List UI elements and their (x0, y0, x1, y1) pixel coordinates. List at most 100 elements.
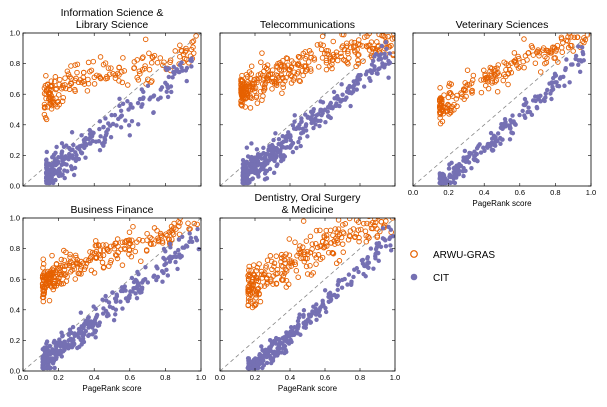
point-arwu-gras (103, 75, 109, 82)
point-cit (246, 365, 251, 371)
point-arwu-gras (351, 39, 358, 46)
point-arwu-gras (271, 78, 277, 84)
point-cit (275, 346, 280, 351)
point-cit (287, 332, 292, 338)
point-arwu-gras (243, 84, 249, 90)
point-cit (299, 116, 304, 121)
point-cit (96, 139, 102, 144)
point-arwu-gras (319, 238, 326, 245)
point-cit (82, 142, 88, 147)
point-cit (170, 75, 175, 80)
point-cit (280, 133, 285, 139)
y-tick-label: 0.0 (10, 367, 20, 376)
point-arwu-gras (500, 77, 507, 84)
point-cit (297, 136, 303, 141)
point-cit (453, 173, 458, 178)
point-arwu-gras (253, 301, 259, 307)
panel-title: Dentistry, Oral Surgery (255, 192, 362, 204)
point-arwu-gras (529, 44, 536, 51)
point-cit (175, 266, 180, 272)
point-cit (180, 245, 185, 250)
point-arwu-gras (63, 278, 70, 284)
x-axis-label: PageRank score (472, 199, 532, 208)
point-cit (114, 292, 119, 297)
panel-title: Business Finance (71, 204, 154, 216)
point-cit (356, 269, 361, 275)
point-arwu-gras (246, 69, 253, 75)
plot-area (413, 33, 591, 186)
point-cit (369, 70, 375, 76)
point-arwu-gras (96, 242, 102, 249)
point-arwu-gras (108, 65, 114, 71)
point-arwu-gras (58, 262, 64, 269)
point-arwu-gras (244, 74, 251, 80)
point-arwu-gras (311, 252, 318, 258)
point-cit (164, 89, 169, 94)
point-arwu-gras (535, 47, 541, 53)
point-arwu-gras (347, 228, 354, 234)
point-arwu-gras (302, 55, 309, 62)
point-arwu-gras (246, 81, 252, 87)
point-cit (319, 107, 324, 113)
point-cit (123, 118, 128, 123)
point-arwu-gras (178, 47, 184, 54)
point-cit (294, 145, 299, 151)
point-arwu-gras (345, 61, 351, 67)
point-arwu-gras (364, 33, 370, 39)
point-cit (482, 148, 487, 154)
point-arwu-gras (149, 60, 155, 66)
legend-label-cit: CIT (433, 273, 449, 284)
point-cit (509, 120, 514, 125)
point-arwu-gras (256, 291, 262, 298)
point-arwu-gras (478, 89, 485, 96)
x-tick-label: 0.4 (479, 188, 489, 197)
point-arwu-gras (478, 77, 484, 83)
point-cit (135, 100, 141, 106)
point-cit (188, 238, 193, 244)
point-cit (555, 83, 560, 89)
point-arwu-gras (40, 265, 46, 271)
point-arwu-gras (49, 252, 55, 259)
point-arwu-gras (141, 65, 148, 72)
point-cit (365, 256, 370, 261)
point-arwu-gras (48, 102, 55, 109)
series-arwu-gras (39, 218, 200, 305)
point-arwu-gras (453, 96, 460, 102)
point-cit (507, 123, 512, 129)
point-cit (345, 282, 350, 287)
point-arwu-gras (355, 61, 362, 67)
point-arwu-gras (321, 233, 327, 239)
point-cit (47, 365, 52, 371)
point-cit (338, 99, 343, 104)
point-cit (251, 365, 256, 371)
point-arwu-gras (537, 69, 544, 75)
point-arwu-gras (123, 238, 130, 244)
point-arwu-gras (91, 270, 98, 276)
point-arwu-gras (582, 36, 589, 43)
point-arwu-gras (316, 64, 322, 70)
point-arwu-gras (305, 59, 312, 65)
point-arwu-gras (505, 71, 511, 77)
point-cit (134, 295, 140, 301)
point-cit (284, 133, 290, 139)
point-cit (548, 91, 553, 96)
point-cit (522, 102, 527, 108)
point-cit (340, 277, 345, 283)
point-arwu-gras (323, 232, 330, 239)
point-arwu-gras (361, 34, 368, 40)
point-cit (122, 284, 128, 289)
point-cit (388, 243, 393, 248)
point-cit (376, 258, 381, 264)
point-arwu-gras (262, 270, 268, 277)
point-arwu-gras (87, 68, 93, 75)
point-cit (277, 339, 283, 345)
point-arwu-gras (149, 54, 155, 60)
point-cit (184, 65, 190, 71)
point-cit (386, 75, 391, 80)
point-arwu-gras (183, 45, 189, 52)
diagonal-reference-line (220, 218, 395, 371)
point-arwu-gras (370, 225, 376, 232)
point-cit (380, 226, 386, 231)
point-arwu-gras (154, 59, 161, 66)
point-arwu-gras (269, 266, 275, 273)
